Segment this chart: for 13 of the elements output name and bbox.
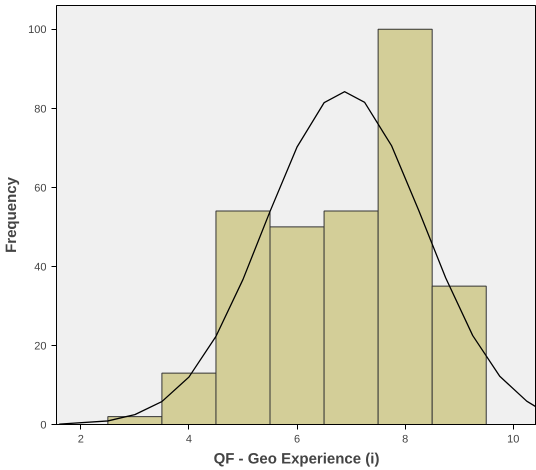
y-tick-label: 20 [34,340,47,352]
y-tick-label: 100 [28,24,47,36]
y-tick-label: 80 [34,103,47,116]
y-tick-label: 40 [34,261,47,274]
x-tick-label: 6 [294,434,300,446]
y-tick-label: 0 [40,420,47,432]
x-tick-label: 4 [186,434,192,446]
x-tick-label: 2 [78,434,84,446]
y-axis-title: Frequency [3,176,20,253]
x-axis-title: QF - Geo Experience (i) [214,450,380,468]
y-tick-label: 60 [34,182,47,194]
x-tick-label: 10 [507,434,520,446]
x-tick-label: 8 [402,434,408,446]
